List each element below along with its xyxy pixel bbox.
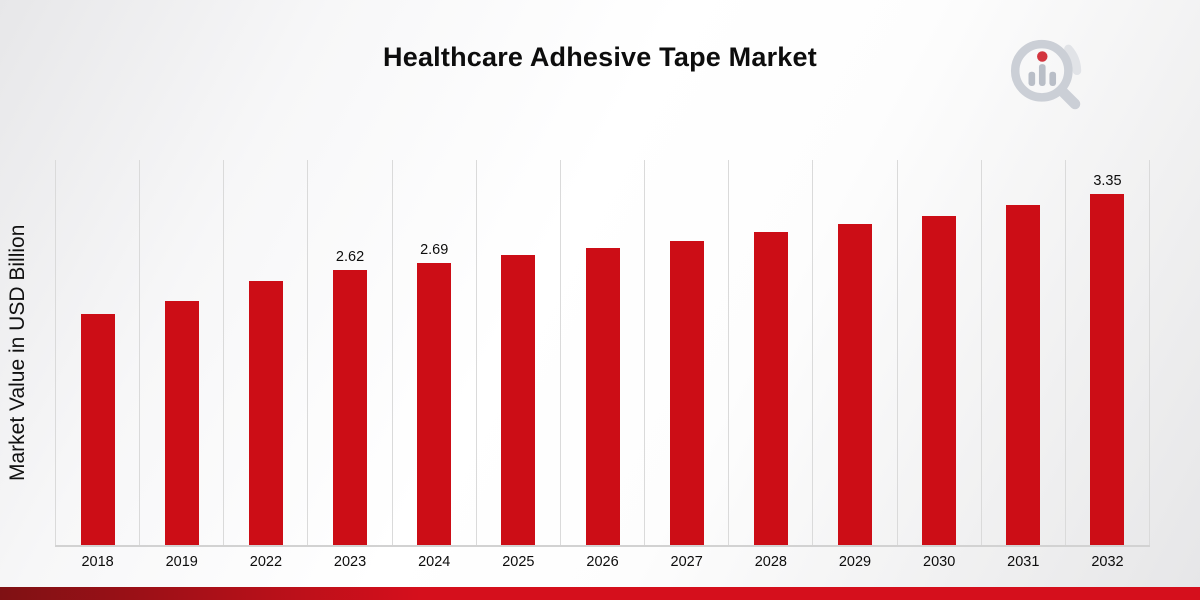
bar-2031 — [1006, 205, 1041, 545]
x-tick-2029: 2029 — [838, 554, 872, 570]
chart-column-2022: 2022 — [223, 160, 307, 570]
chart-column-2029: 2029 — [812, 160, 896, 570]
bar-2024: 2.69 — [417, 242, 452, 545]
chart-title: Healthcare Adhesive Tape Market — [383, 42, 817, 72]
bar-value-label-2023: 2.62 — [335, 249, 365, 266]
bar-value-label-2024: 2.69 — [420, 241, 449, 258]
bar-2025 — [501, 255, 536, 545]
market-research-logo-icon — [1010, 39, 1082, 110]
chart-column-2025: 2025 — [475, 160, 560, 570]
chart-column-2027: 2027 — [644, 160, 728, 570]
x-tick-2028: 2028 — [754, 554, 787, 570]
bar-2028 — [753, 232, 788, 545]
x-tick-2027: 2027 — [670, 554, 703, 570]
bar-2018 — [80, 314, 115, 545]
x-tick-2023: 2023 — [333, 554, 367, 570]
chart-column-2030: 2030 — [896, 160, 981, 570]
x-tick-2030: 2030 — [923, 554, 956, 570]
x-tick-2032: 2032 — [1091, 554, 1124, 570]
chart-column-2028: 2028 — [728, 160, 812, 570]
chart-column-2026: 2026 — [559, 160, 644, 570]
chart-column-2024: 2.69 2024 — [391, 160, 476, 570]
x-tick-2031: 2031 — [1007, 554, 1040, 570]
bar-2019 — [164, 300, 199, 545]
chart-column-2023: 2.62 2023 — [307, 160, 391, 570]
bar-2029 — [837, 224, 872, 545]
bar-value-label-2032: 3.35 — [1093, 172, 1122, 189]
bar-2026 — [585, 248, 620, 545]
chart-column-2032: 3.35 2032 — [1064, 160, 1151, 570]
x-tick-2025: 2025 — [502, 554, 535, 570]
x-tick-2026: 2026 — [586, 554, 619, 570]
x-tick-2022: 2022 — [249, 554, 283, 570]
bar-2022 — [248, 280, 283, 545]
x-tick-2024: 2024 — [418, 554, 451, 570]
bar-2030 — [922, 215, 957, 545]
chart-column-2031: 2031 — [980, 160, 1065, 570]
bar-2023: 2.62 — [333, 249, 368, 545]
x-tick-2018: 2018 — [81, 554, 114, 570]
footer-stripe — [0, 587, 1200, 600]
chart-column-2019: 2019 — [139, 160, 223, 570]
y-axis-label: Market Value in USD Billion — [6, 224, 29, 481]
x-tick-2019: 2019 — [165, 554, 198, 570]
plot-area: 2018 2019 2022 2.62 2023 2.69 2024 2025 2026 2027… — [55, 160, 1151, 570]
chart-column-2018: 2018 — [55, 160, 139, 570]
bar-2027 — [669, 240, 704, 545]
bar-2032: 3.35 — [1090, 173, 1125, 545]
